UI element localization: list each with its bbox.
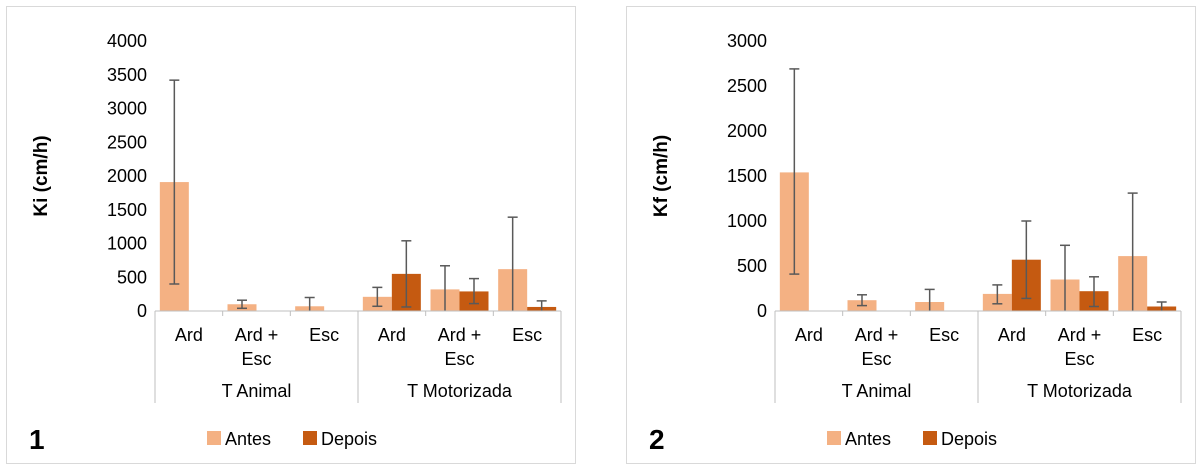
category-label: Ard: [998, 325, 1026, 345]
y-tick-label: 3000: [727, 31, 767, 51]
group-label: T Motorizada: [1027, 381, 1133, 401]
y-tick-label: 500: [737, 256, 767, 276]
y-tick-label: 1000: [727, 211, 767, 231]
category-label: Ard: [175, 325, 203, 345]
group-label: T Animal: [222, 381, 292, 401]
y-tick-label: 4000: [107, 31, 147, 51]
legend-label-antes: Antes: [845, 429, 891, 449]
y-tick-label: 2500: [727, 76, 767, 96]
legend-swatch-antes: [207, 431, 221, 445]
y-axis-label: Kf (cm/h): [651, 135, 672, 217]
chart-panel-ki: 0 500 1000 1500 2000 2500 3000 3500 4000 Ki (cm/h…: [6, 6, 576, 464]
category-label: Esc: [241, 349, 271, 369]
y-tick-label: 1000: [107, 234, 147, 254]
category-label: Esc: [861, 349, 891, 369]
category-label: Esc: [309, 325, 339, 345]
category-label: Ard: [795, 325, 823, 345]
group-label: T Motorizada: [407, 381, 513, 401]
y-tick-label: 1500: [727, 166, 767, 186]
legend-swatch-depois: [923, 431, 937, 445]
y-tick-label: 2000: [107, 166, 147, 186]
category-label: Esc: [1132, 325, 1162, 345]
chart-panel-kf: 0 500 1000 1500 2000 2500 3000 Kf (cm/h) Ard Ard …: [626, 6, 1196, 464]
category-label: Ard: [378, 325, 406, 345]
y-tick-label: 2000: [727, 121, 767, 141]
legend-label-antes: Antes: [225, 429, 271, 449]
y-tick-label: 3500: [107, 65, 147, 85]
group-label: T Animal: [842, 381, 912, 401]
kf-chart-svg: 0 500 1000 1500 2000 2500 3000 Kf (cm/h) Ard Ard …: [649, 31, 1182, 455]
category-label: Esc: [929, 325, 959, 345]
panel-number: 2: [649, 424, 665, 455]
y-tick-label: 500: [117, 267, 147, 287]
category-label: Esc: [512, 325, 542, 345]
y-tick-label: 0: [757, 301, 767, 321]
legend-swatch-depois: [303, 431, 317, 445]
panel-number: 1: [29, 424, 45, 455]
legend-label-depois: Depois: [321, 429, 377, 449]
category-label: Ard +: [438, 325, 482, 345]
ki-chart-svg: 0 500 1000 1500 2000 2500 3000 3500 4000 Ki (cm/h…: [29, 31, 562, 455]
category-label: Ard +: [1058, 325, 1102, 345]
y-axis-label: Ki (cm/h): [31, 135, 52, 216]
y-tick-label: 3000: [107, 99, 147, 119]
category-label: Ard +: [235, 325, 279, 345]
y-tick-label: 1500: [107, 200, 147, 220]
y-tick-label: 0: [137, 301, 147, 321]
category-label: Ard +: [855, 325, 899, 345]
category-label: Esc: [1064, 349, 1094, 369]
category-label: Esc: [444, 349, 474, 369]
y-tick-label: 2500: [107, 132, 147, 152]
legend-swatch-antes: [827, 431, 841, 445]
legend-label-depois: Depois: [941, 429, 997, 449]
